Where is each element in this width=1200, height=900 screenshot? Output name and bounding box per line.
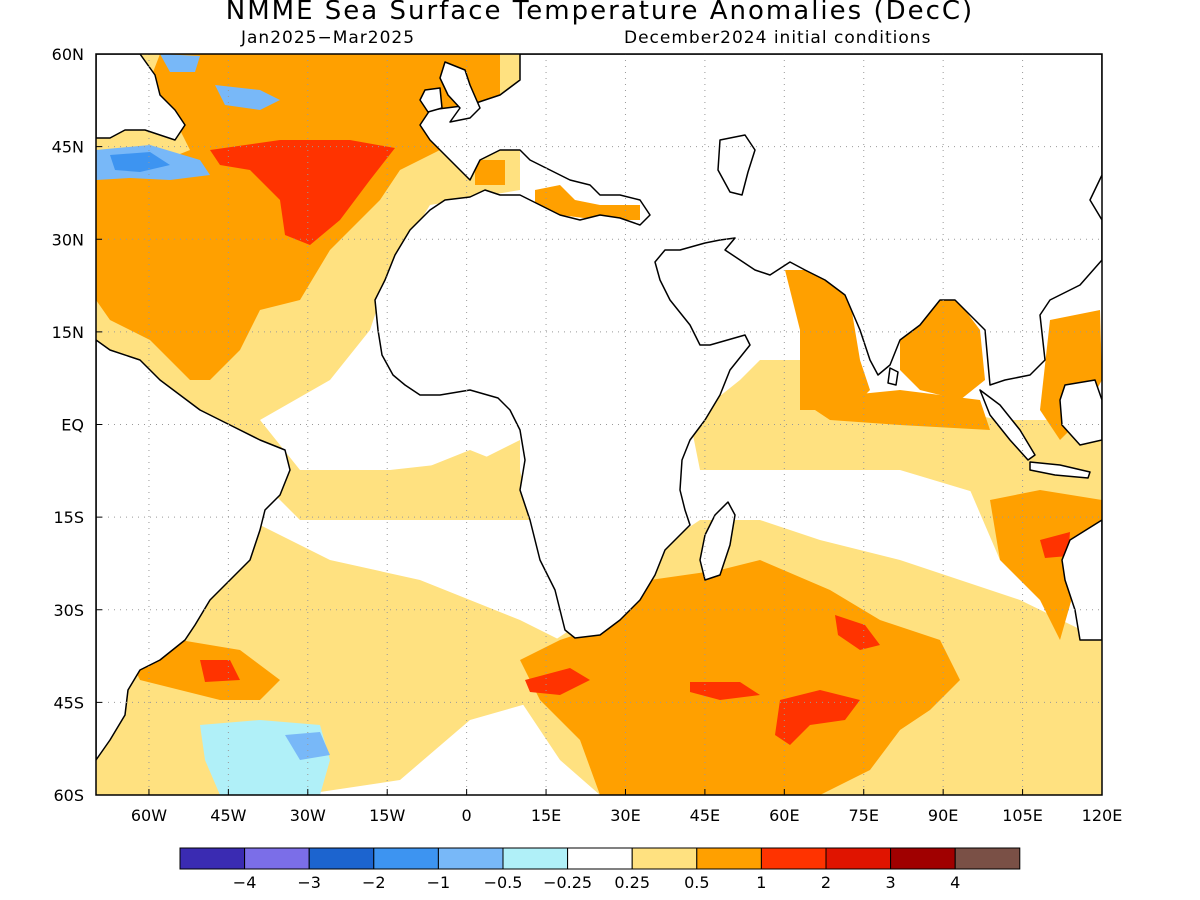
color-scale-label: −0.25 bbox=[543, 873, 592, 892]
color-scale-swatch bbox=[825, 847, 892, 870]
strong-warm-south-indian-1 bbox=[525, 668, 590, 695]
map-title: NMME Sea Surface Temperature Anomalies (… bbox=[225, 0, 975, 26]
warm-west-australia bbox=[990, 490, 1102, 640]
latitude-tick-label: EQ bbox=[61, 416, 84, 435]
longitude-tick-label: 0 bbox=[462, 806, 472, 825]
strong-warm-south-indian-4 bbox=[835, 615, 880, 650]
color-scale-swatch bbox=[437, 847, 504, 870]
strong-warm-west-australia bbox=[1040, 532, 1070, 558]
gridlines bbox=[96, 53, 1103, 796]
longitude-tick-label: 60E bbox=[769, 806, 799, 825]
latitude-tick-label: 60N bbox=[52, 45, 84, 64]
color-scale-swatch bbox=[502, 847, 569, 870]
weak-warm-indian-ocean bbox=[690, 360, 1102, 520]
color-scale-label: 4 bbox=[950, 873, 960, 892]
longitude-tick-label: 90E bbox=[928, 806, 958, 825]
color-scale-swatch bbox=[373, 847, 439, 870]
warm-north-atlantic bbox=[96, 54, 440, 380]
longitude-tick-label: 30W bbox=[290, 806, 326, 825]
sumatra-island bbox=[979, 389, 1036, 461]
longitude-tick-label: 120E bbox=[1082, 806, 1123, 825]
color-scale-swatch bbox=[567, 847, 633, 870]
cool-anomaly-regions bbox=[96, 54, 330, 795]
north-america-greenland bbox=[96, 54, 186, 141]
latitude-tick-label: 15N bbox=[52, 323, 84, 342]
latitude-tick-label: 60S bbox=[53, 786, 84, 805]
madagascar-island bbox=[699, 501, 736, 581]
longitude-tick-label: 45E bbox=[690, 806, 720, 825]
forecast-period: Jan2025−Mar2025 bbox=[241, 28, 416, 48]
longitude-tick-label: 15W bbox=[369, 806, 405, 825]
color-scale-label: 3 bbox=[886, 873, 896, 892]
longitude-tick-label: 15E bbox=[531, 806, 561, 825]
longitude-tick-labels: 60W 45W 30W 15W 0 15E 30E 45E 60E 75E 90E 105E 120E bbox=[131, 806, 1122, 825]
warm-mediterranean bbox=[475, 160, 640, 220]
warm-anomaly-regions bbox=[96, 54, 1102, 795]
color-scale-label: −1 bbox=[427, 873, 451, 892]
longitude-tick-label: 105E bbox=[1002, 806, 1043, 825]
sri-lanka-island bbox=[887, 367, 899, 386]
latitude-tick-label: 45S bbox=[53, 693, 84, 712]
latitude-tick-labels: 60N 45N 30N 15N EQ 15S 30S 45S 60S bbox=[52, 45, 84, 805]
latitude-tick-label: 45N bbox=[52, 138, 84, 157]
borneo-island bbox=[1059, 379, 1102, 446]
strong-warm-south-atlantic bbox=[200, 660, 240, 682]
great-britain-island bbox=[439, 61, 481, 123]
warm-central-indian bbox=[800, 390, 990, 430]
plot-frame bbox=[95, 53, 1103, 796]
color-scale-swatch bbox=[244, 847, 310, 870]
ireland-island bbox=[419, 87, 443, 113]
latitude-tick-label: 30N bbox=[52, 230, 84, 249]
color-scale-label: −3 bbox=[297, 873, 321, 892]
longitude-tick-label: 45W bbox=[210, 806, 246, 825]
color-scale-swatch bbox=[696, 847, 762, 870]
strong-warm-south-indian-3 bbox=[775, 690, 860, 745]
strong-cool-north-atlantic bbox=[110, 152, 170, 172]
color-scale-label: −2 bbox=[362, 873, 386, 892]
color-scale-label: 0.25 bbox=[614, 873, 650, 892]
cool-labrador-sea bbox=[215, 85, 280, 110]
latitude-tick-label: 30S bbox=[53, 601, 84, 620]
longitude-tick-label: 60W bbox=[131, 806, 167, 825]
africa-eurasia-landmass bbox=[374, 54, 1102, 639]
initial-conditions: December2024 initial conditions bbox=[624, 28, 932, 48]
color-scale-swatch bbox=[631, 847, 698, 870]
color-scale-swatch bbox=[179, 847, 246, 870]
south-america-landmass bbox=[96, 339, 291, 761]
land-masses bbox=[96, 54, 1102, 761]
color-scale-label: −4 bbox=[233, 873, 257, 892]
color-scale-label: 1 bbox=[756, 873, 766, 892]
cool-greenland-sea bbox=[160, 54, 200, 72]
caspian-sea bbox=[717, 134, 756, 196]
color-scale-label: 0.5 bbox=[684, 873, 709, 892]
color-scale-swatch bbox=[890, 847, 956, 870]
cool-south-atlantic bbox=[285, 732, 330, 760]
color-scale-label: 2 bbox=[821, 873, 831, 892]
strong-warm-anomaly-regions bbox=[140, 116, 1070, 745]
longitude-tick-label: 30E bbox=[610, 806, 640, 825]
color-scale-labels: −4 −3 −2 −1 −0.5 −0.25 0.25 0.5 1 2 3 4 bbox=[233, 873, 960, 892]
longitude-tick-label: 75E bbox=[849, 806, 879, 825]
color-scale-label: −0.5 bbox=[484, 873, 523, 892]
color-scale-swatch bbox=[760, 847, 827, 870]
warm-southern-indian-ocean bbox=[520, 560, 960, 795]
color-scale-swatch bbox=[308, 847, 375, 870]
color-scale-swatch bbox=[954, 847, 1021, 870]
strong-warm-north-atlantic bbox=[210, 140, 395, 245]
color-scale-legend bbox=[179, 847, 1021, 870]
java-island bbox=[1029, 461, 1091, 479]
latitude-tick-label: 15S bbox=[53, 508, 84, 527]
strong-warm-south-indian-2 bbox=[690, 682, 760, 700]
